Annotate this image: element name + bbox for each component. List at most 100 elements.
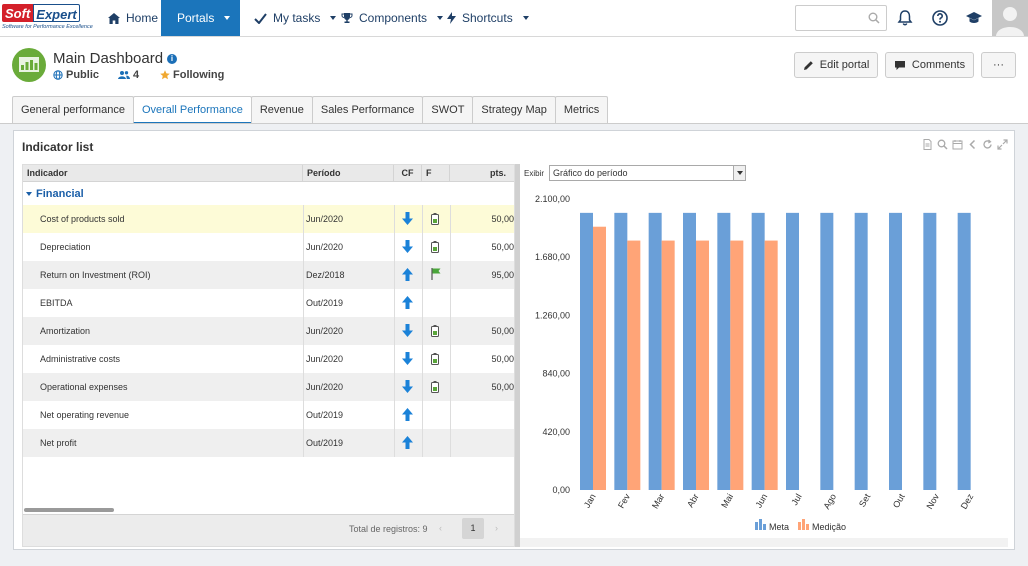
bar-medicao[interactable] <box>696 240 709 490</box>
comments-button[interactable]: Comments <box>885 52 974 78</box>
x-tick-label: Dez <box>959 492 976 511</box>
arrow-down-icon <box>402 212 413 225</box>
bar-medicao[interactable] <box>593 226 606 490</box>
following-status[interactable]: Following <box>160 69 224 81</box>
search-input[interactable] <box>796 6 866 30</box>
zoom-icon[interactable] <box>937 139 948 150</box>
more-options-button[interactable]: ··· <box>981 52 1016 78</box>
nav-home[interactable]: Home <box>98 0 168 36</box>
col-header-cf[interactable]: CF <box>394 165 422 182</box>
bar-meta[interactable] <box>614 212 628 490</box>
tab-sales-performance[interactable]: Sales Performance <box>311 96 424 123</box>
bar-medicao[interactable] <box>661 240 675 490</box>
col-header-periodo[interactable]: Período <box>303 165 394 182</box>
legend-item-meta[interactable]: Meta <box>755 519 789 532</box>
bell-icon[interactable] <box>896 9 914 27</box>
document-icon[interactable] <box>922 139 933 150</box>
tab-strategy-map[interactable]: Strategy Map <box>472 96 556 123</box>
prev-page-icon[interactable]: ‹ <box>439 523 442 533</box>
user-avatar[interactable] <box>992 0 1028 36</box>
chevron-down-icon <box>437 16 444 20</box>
y-tick-label: 840,00 <box>542 369 570 379</box>
bar-meta[interactable] <box>820 212 834 490</box>
panel-splitter[interactable] <box>515 164 520 547</box>
column-divider <box>394 345 395 373</box>
bar-meta[interactable] <box>889 212 902 490</box>
legend-swatch <box>759 519 762 530</box>
members-count[interactable]: 4 <box>118 69 139 81</box>
indicator-period: Out/2019 <box>306 438 344 448</box>
chart-type-select[interactable]: Gráfico do período <box>549 165 746 181</box>
arrow-up-icon <box>402 296 413 309</box>
bar-chart: 0,00 420,00 840,00 1.260,00 1.680,00 2.100,00… <box>535 194 976 532</box>
portal-tabs: General performance Overall Performance … <box>12 96 609 124</box>
table-row[interactable]: Amortization Jun/2020 50,00 <box>23 317 514 345</box>
table-row[interactable]: Administrative costs Jun/2020 50,00 <box>23 345 514 373</box>
bar-meta[interactable] <box>648 212 662 490</box>
calendar-icon[interactable] <box>952 139 963 150</box>
bar-medicao[interactable] <box>730 240 744 490</box>
indicator-name: Amortization <box>40 326 91 336</box>
bar-meta[interactable] <box>854 212 868 490</box>
table-row[interactable]: Depreciation Jun/2020 50,00 <box>23 233 514 261</box>
bar-meta[interactable] <box>683 212 696 490</box>
graduation-cap-icon[interactable] <box>965 9 983 27</box>
bar-meta[interactable] <box>786 212 799 490</box>
chevron-left-icon[interactable] <box>967 139 978 150</box>
x-tick-label: Mai <box>719 492 735 510</box>
table-row[interactable]: Return on Investment (ROI) Dez/2018 95,00 <box>23 261 514 289</box>
legend-item-medicao[interactable]: Medição <box>798 519 846 532</box>
bar-meta[interactable] <box>923 212 937 490</box>
column-divider <box>394 373 395 401</box>
search-icon[interactable] <box>868 12 880 24</box>
page-number[interactable]: 1 <box>462 518 484 539</box>
dropdown-arrow-icon <box>733 166 745 180</box>
tab-swot[interactable]: SWOT <box>422 96 474 123</box>
col-header-pts[interactable]: pts. <box>489 168 506 178</box>
bar-medicao[interactable] <box>627 240 641 490</box>
refresh-icon[interactable] <box>982 139 993 150</box>
indicator-name: EBITDA <box>40 298 73 308</box>
indicator-points <box>450 289 514 317</box>
following-label: Following <box>173 69 225 81</box>
table-row[interactable]: Net profit Out/2019 <box>23 429 514 457</box>
tab-general-performance[interactable]: General performance <box>12 96 134 123</box>
indicator-name: Administrative costs <box>40 354 121 364</box>
edit-portal-button[interactable]: Edit portal <box>794 52 878 78</box>
bar-meta[interactable] <box>717 212 731 490</box>
bar-medicao[interactable] <box>764 240 778 490</box>
indicator-period: Jun/2020 <box>306 242 344 252</box>
nav-components[interactable]: Components <box>331 0 453 36</box>
bar-meta[interactable] <box>957 212 971 490</box>
expand-icon[interactable] <box>997 139 1008 150</box>
nav-my-tasks[interactable]: My tasks <box>244 0 346 36</box>
indicator-points <box>450 429 514 457</box>
table-row[interactable]: Net operating revenue Out/2019 <box>23 401 514 429</box>
help-icon[interactable] <box>931 9 949 27</box>
table-row[interactable]: Cost of products sold Jun/2020 50,00 <box>23 205 514 233</box>
group-financial[interactable]: Financial <box>23 183 514 205</box>
bar-meta[interactable] <box>751 212 765 490</box>
tab-overall-performance[interactable]: Overall Performance <box>132 96 252 124</box>
nav-portals[interactable]: Portals <box>161 0 240 36</box>
softexpert-logo[interactable]: Soft Expert Software for Performance Exc… <box>2 4 93 32</box>
info-icon[interactable]: i <box>167 54 177 64</box>
table-row[interactable]: Operational expenses Jun/2020 50,00 <box>23 373 514 401</box>
col-header-indicador[interactable]: Indicador <box>23 165 303 182</box>
horizontal-scrollbar[interactable] <box>24 508 114 512</box>
x-tick-label: Jul <box>789 492 803 507</box>
column-divider <box>394 401 395 429</box>
chevron-down-icon <box>224 16 231 20</box>
nav-shortcuts[interactable]: Shortcuts <box>437 0 539 36</box>
col-header-f[interactable]: F <box>422 165 450 182</box>
next-page-icon[interactable]: › <box>495 523 498 533</box>
tab-divider <box>0 123 1028 124</box>
bar-meta[interactable] <box>580 212 593 490</box>
x-tick-label: Set <box>857 492 873 509</box>
tab-metrics[interactable]: Metrics <box>554 96 609 123</box>
indicator-list-panel: Indicator list Indicador Período CF F pt… <box>13 130 1015 550</box>
grid-header: Indicador Período CF F pts. <box>23 165 514 182</box>
tab-revenue[interactable]: Revenue <box>250 96 313 123</box>
table-row[interactable]: EBITDA Out/2019 <box>23 289 514 317</box>
column-divider <box>422 317 423 345</box>
